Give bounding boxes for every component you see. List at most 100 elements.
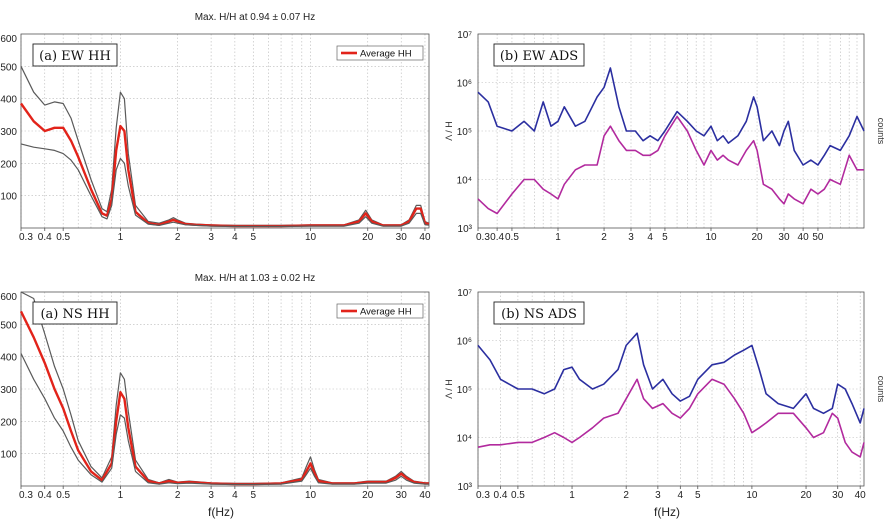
y-tick-label: 200 bbox=[0, 159, 17, 170]
y-tick-label: 500 bbox=[0, 62, 17, 73]
x-tick-label: 4 bbox=[232, 232, 238, 243]
panel-2: 0.3 0.4 0.5 1 2 3 4 5 10 20 30 40 50 10³ 10⁴ 10⁵ 10⁶ 10⁷ (… bbox=[444, 30, 885, 243]
legend-label: Average HH bbox=[360, 49, 412, 60]
horizontal-gridlines bbox=[21, 324, 429, 454]
horizontal-gridlines bbox=[478, 82, 864, 180]
x-tick-label: 2 bbox=[175, 232, 181, 243]
x-tick-label: 0.3 bbox=[19, 490, 33, 501]
series-line-h bbox=[477, 67, 865, 166]
series-line-lower-bound bbox=[20, 353, 429, 485]
x-tick-label: 0.5 bbox=[56, 232, 70, 243]
panel-label: (b) NS ADS bbox=[501, 307, 577, 322]
x-tick-label: 4 bbox=[232, 490, 238, 501]
y-tick-label: 10³ bbox=[458, 482, 473, 493]
x-tick-label: 0.4 bbox=[490, 232, 504, 243]
x-tick-label: 40 bbox=[798, 232, 810, 243]
x-tick-label: 0.3 bbox=[476, 232, 490, 243]
series-line-v bbox=[477, 378, 865, 458]
x-tick-label: 5 bbox=[662, 232, 668, 243]
x-tick-label: 10 bbox=[305, 232, 317, 243]
plot-frame bbox=[477, 291, 865, 487]
x-tick-label: 0.4 bbox=[38, 490, 52, 501]
y-tick-label: 10⁵ bbox=[457, 127, 472, 138]
y-tick-label: 400 bbox=[0, 353, 17, 364]
y-tick-label: 10⁶ bbox=[457, 337, 472, 348]
series-line-average-hh bbox=[20, 102, 430, 228]
panel-3: 0.3 0.4 0.5 1 2 3 4 5 10 20 30 40 100 200 300 400 500 600… bbox=[0, 273, 431, 519]
y-axis-label: Λ / H bbox=[444, 379, 454, 399]
x-tick-label: 30 bbox=[396, 490, 408, 501]
x-tick-label: 30 bbox=[832, 490, 844, 501]
y-tick-label: 10⁷ bbox=[457, 30, 472, 41]
series-line-h bbox=[477, 332, 865, 424]
x-tick-label: 4 bbox=[647, 232, 653, 243]
panel-label-box bbox=[32, 43, 118, 67]
y-tick-label: 500 bbox=[0, 320, 17, 331]
legend-box bbox=[336, 303, 424, 319]
x-tick-label: 0.5 bbox=[505, 232, 519, 243]
x-tick-label: 3 bbox=[655, 490, 661, 501]
x-tick-label: 0.4 bbox=[38, 232, 52, 243]
x-tick-label: 0.5 bbox=[511, 490, 525, 501]
series-line-average-hh bbox=[19, 310, 429, 486]
x-tick-label: 4 bbox=[678, 490, 684, 501]
panel-label-box bbox=[32, 301, 118, 325]
x-tick-label: 10 bbox=[746, 490, 758, 501]
x-tick-label: 40 bbox=[419, 232, 431, 243]
x-tick-label: 30 bbox=[396, 232, 408, 243]
x-tick-label: 10 bbox=[705, 232, 717, 243]
right-axis-label: counts bbox=[876, 376, 885, 403]
x-tick-label: 3 bbox=[208, 490, 214, 501]
y-axis-label: Λ / H bbox=[444, 121, 454, 141]
x-tick-label: 5 bbox=[251, 490, 257, 501]
chart-title: Max. H/H at 0.94 ± 0.07 Hz bbox=[195, 12, 316, 23]
horizontal-gridlines bbox=[21, 66, 429, 196]
x-tick-label: 3 bbox=[208, 232, 214, 243]
x-axis-label: f(Hz) bbox=[654, 505, 680, 519]
x-tick-label: 50 bbox=[812, 232, 824, 243]
y-tick-label: 100 bbox=[0, 192, 17, 203]
panel-label: (a) EW HH bbox=[39, 49, 111, 64]
x-tick-label: 0.3 bbox=[19, 232, 33, 243]
x-tick-label: 1 bbox=[118, 232, 124, 243]
y-tick-label: 200 bbox=[0, 417, 17, 428]
panel-label-box bbox=[493, 43, 585, 67]
x-tick-label: 0.5 bbox=[56, 490, 70, 501]
y-tick-label: 10⁴ bbox=[457, 176, 472, 187]
y-tick-label: 10⁵ bbox=[457, 385, 472, 396]
y-tick-label: 300 bbox=[0, 127, 17, 138]
y-tick-label: 100 bbox=[0, 450, 17, 461]
x-tick-label: 30 bbox=[778, 232, 790, 243]
series-line-lower-bound bbox=[20, 143, 430, 227]
y-tick-label: 600 bbox=[0, 292, 17, 303]
x-tick-label: 2 bbox=[175, 490, 181, 501]
x-tick-label: 1 bbox=[569, 490, 575, 501]
x-tick-label: 0.3 bbox=[476, 490, 490, 501]
panel-label-box bbox=[493, 301, 585, 325]
x-axis-label: f(Hz) bbox=[208, 505, 234, 519]
y-tick-label: 10³ bbox=[458, 224, 473, 235]
y-tick-label: 400 bbox=[0, 95, 17, 106]
x-tick-label: 20 bbox=[751, 232, 763, 243]
x-tick-label: 2 bbox=[601, 232, 607, 243]
x-tick-label: 40 bbox=[855, 490, 867, 501]
x-tick-label: 40 bbox=[419, 490, 431, 501]
panel-label: (b) EW ADS bbox=[500, 49, 578, 64]
panel-1: 0.3 0.4 0.5 1 2 3 4 5 10 20 30 40 100 200 300 400 500 600… bbox=[0, 12, 431, 243]
plot-frame bbox=[20, 291, 430, 487]
y-tick-label: 10⁶ bbox=[457, 79, 472, 90]
x-tick-label: 2 bbox=[623, 490, 629, 501]
panel-label: (a) NS HH bbox=[40, 307, 109, 322]
legend-box bbox=[336, 45, 424, 61]
x-tick-label: 1 bbox=[118, 490, 124, 501]
x-tick-label: 10 bbox=[305, 490, 317, 501]
x-tick-label: 5 bbox=[695, 490, 701, 501]
x-tick-label: 3 bbox=[628, 232, 634, 243]
plot-frame bbox=[20, 33, 430, 229]
series-line-v bbox=[477, 115, 864, 215]
x-tick-label: 5 bbox=[251, 232, 257, 243]
right-axis-label: counts bbox=[876, 118, 885, 145]
y-tick-label: 600 bbox=[0, 34, 17, 45]
x-tick-label: 1 bbox=[555, 232, 561, 243]
